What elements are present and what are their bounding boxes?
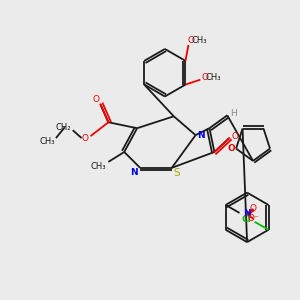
- Text: O⁻: O⁻: [248, 214, 259, 224]
- Text: O: O: [232, 132, 239, 141]
- Text: CH₃: CH₃: [39, 136, 55, 146]
- Text: CH₃: CH₃: [91, 162, 106, 171]
- Text: H: H: [230, 109, 237, 118]
- Text: N: N: [130, 168, 138, 177]
- Text: O: O: [188, 35, 195, 44]
- Text: O: O: [93, 95, 100, 104]
- Text: O: O: [202, 73, 209, 82]
- Text: O: O: [227, 144, 235, 153]
- Text: N: N: [197, 130, 204, 140]
- Text: S: S: [173, 168, 180, 178]
- Text: O: O: [250, 204, 257, 213]
- Text: N: N: [243, 209, 250, 218]
- Text: CH₃: CH₃: [192, 35, 207, 44]
- Text: CH₂: CH₂: [55, 123, 70, 132]
- Text: O: O: [81, 134, 88, 142]
- Text: Cl: Cl: [242, 215, 252, 224]
- Text: CH₃: CH₃: [206, 73, 221, 82]
